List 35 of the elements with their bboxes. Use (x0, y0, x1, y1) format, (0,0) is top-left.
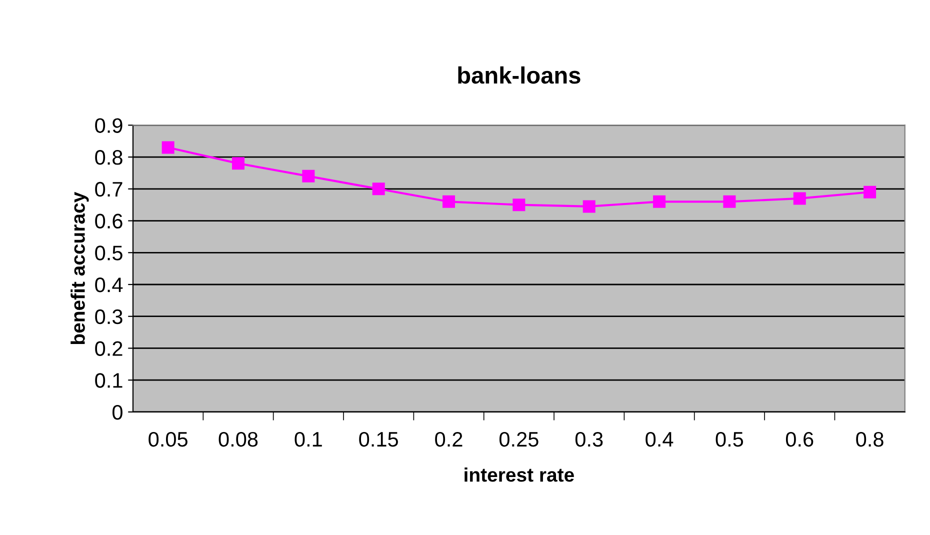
y-tick-label: 0.7 (95, 182, 122, 197)
x-tick-label: 0.8 (856, 432, 884, 447)
y-tick-label: 0.3 (95, 309, 122, 324)
x-tick-label: 0.4 (646, 432, 674, 447)
y-tick-label: 0.9 (95, 118, 122, 133)
point (653, 195, 666, 208)
point (302, 170, 315, 182)
y-axis-title: benefit accuracy (70, 192, 89, 344)
x-tick-label: 0.6 (786, 432, 814, 447)
x-tick-label: 0.3 (575, 432, 603, 447)
x-tick-label: 0.5 (716, 432, 744, 447)
point (864, 186, 876, 198)
point (372, 182, 385, 196)
y-tick-label: 0.1 (95, 373, 122, 388)
chart-title: bank-loans (458, 66, 580, 84)
point (723, 195, 736, 208)
x-tick-label: 0.2 (435, 432, 462, 447)
x-axis-title: interest rate (464, 467, 574, 482)
y-tick-label: 0.5 (95, 246, 122, 260)
point (793, 192, 806, 205)
point (512, 198, 526, 212)
y-tick-label: 0.4 (95, 278, 123, 292)
x-tick-label: 0.15 (359, 432, 398, 447)
point (442, 195, 456, 208)
point (232, 157, 244, 170)
y-tick-label: 0.2 (95, 341, 122, 356)
x-tick-label: 0.08 (218, 432, 258, 447)
y-tick-label: 0.6 (95, 214, 122, 229)
x-tick-label: 0.05 (148, 432, 188, 447)
y-tick-label: 0.8 (95, 150, 122, 165)
point (162, 141, 174, 154)
point (582, 200, 596, 213)
x-tick-label: 0.1 (294, 432, 322, 447)
x-tick-label: 0.25 (499, 432, 538, 447)
y-tick-label: 0 (112, 404, 122, 420)
